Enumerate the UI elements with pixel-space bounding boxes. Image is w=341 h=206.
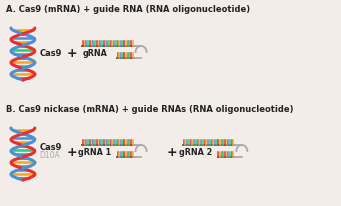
Text: gRNA: gRNA <box>82 49 107 58</box>
Text: A. Cas9 (mRNA) + guide RNA (RNA oligonucleotide): A. Cas9 (mRNA) + guide RNA (RNA oligonuc… <box>6 5 251 14</box>
Text: Cas9: Cas9 <box>40 144 62 152</box>
Text: gRNA 2: gRNA 2 <box>179 148 212 157</box>
Text: Cas9: Cas9 <box>40 48 62 57</box>
Text: B. Cas9 nickase (mRNA) + guide RNAs (RNA oligonucleotide): B. Cas9 nickase (mRNA) + guide RNAs (RNA… <box>6 105 294 114</box>
Text: +: + <box>167 145 178 158</box>
Text: D10A: D10A <box>40 151 60 160</box>
Text: +: + <box>66 47 77 60</box>
Text: gRNA 1: gRNA 1 <box>78 148 111 157</box>
Text: +: + <box>66 145 77 158</box>
